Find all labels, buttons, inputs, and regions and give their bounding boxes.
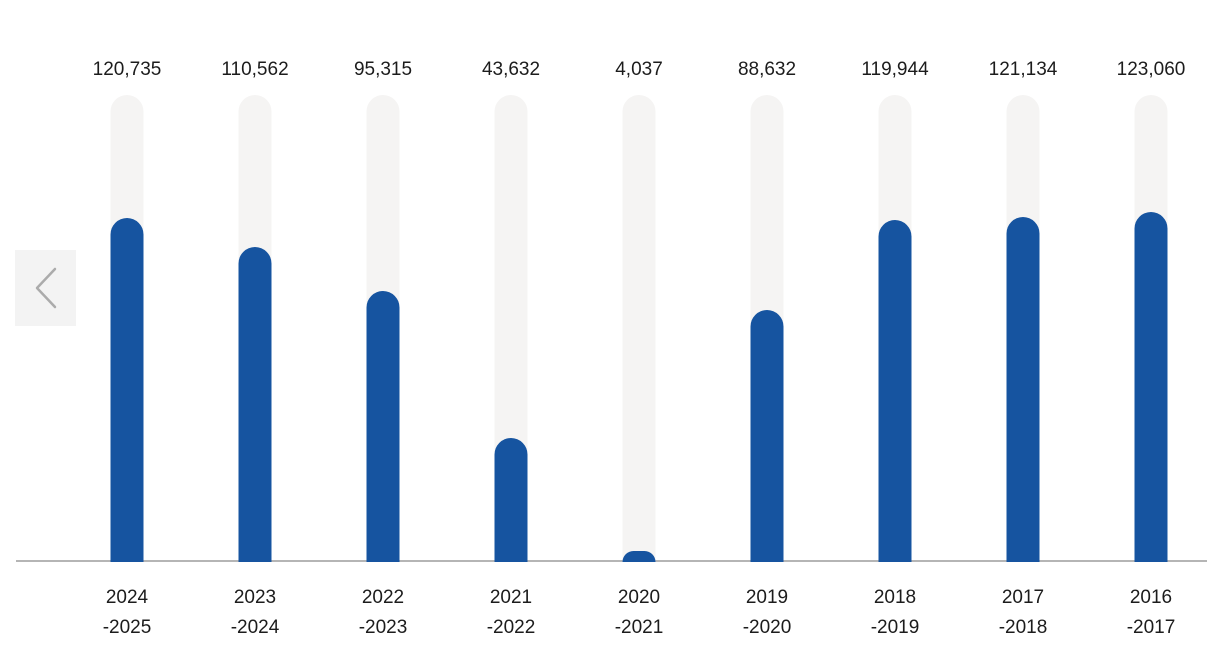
x-axis-label: 2016 -2017 bbox=[1077, 583, 1207, 643]
x-axis-baseline bbox=[16, 560, 1207, 562]
bar-track bbox=[1134, 95, 1168, 562]
bar-track bbox=[110, 95, 144, 562]
bar-column: 123,060 2016 -2017 bbox=[1087, 0, 1207, 655]
bar-value-label: 88,632 bbox=[737, 59, 797, 80]
bar-fill bbox=[878, 220, 912, 562]
bar-fill bbox=[238, 247, 272, 562]
bar-column: 88,632 2019 -2020 bbox=[703, 0, 831, 655]
bar-column: 4,037 2020 -2021 bbox=[575, 0, 703, 655]
bar-fill bbox=[1134, 211, 1168, 562]
x-label-line1: 2024 bbox=[105, 587, 149, 608]
bar-track bbox=[238, 95, 272, 562]
x-axis-label: 2017 -2018 bbox=[949, 583, 1097, 643]
x-label-line2: -2025 bbox=[102, 617, 152, 638]
x-label-line1: 2023 bbox=[233, 587, 277, 608]
bar-value-label: 43,632 bbox=[481, 59, 541, 80]
bar-value-label: 123,060 bbox=[1116, 59, 1186, 80]
x-label-line2: -2022 bbox=[486, 617, 536, 638]
bar-value-label: 119,944 bbox=[861, 59, 929, 80]
bar-column: 95,315 2022 -2023 bbox=[319, 0, 447, 655]
x-axis-label: 2018 -2019 bbox=[821, 583, 969, 643]
x-axis-label: 2022 -2023 bbox=[309, 583, 457, 643]
bar-track bbox=[878, 95, 912, 562]
x-axis-label: 2024 -2025 bbox=[53, 583, 201, 643]
bar-fill bbox=[494, 437, 528, 562]
bar-fill bbox=[622, 550, 656, 562]
bar-track bbox=[366, 95, 400, 562]
bar-columns: 120,735 2024 -2025 110,562 2023 -2024 95… bbox=[63, 0, 1207, 655]
bar-column: 120,735 2024 -2025 bbox=[63, 0, 191, 655]
x-label-line1: 2021 bbox=[489, 587, 533, 608]
bar-fill bbox=[366, 290, 400, 562]
carousel-prev-button[interactable] bbox=[15, 250, 76, 326]
x-axis-label: 2023 -2024 bbox=[181, 583, 329, 643]
bar-value-label: 95,315 bbox=[353, 59, 413, 80]
bar-column: 121,134 2017 -2018 bbox=[959, 0, 1087, 655]
x-label-line1: 2020 bbox=[617, 587, 661, 608]
x-label-line1: 2016 bbox=[1129, 587, 1173, 608]
x-label-line2: -2020 bbox=[742, 617, 792, 638]
bar-column: 119,944 2018 -2019 bbox=[831, 0, 959, 655]
bar-value-label: 110,562 bbox=[221, 59, 289, 80]
bar-column: 110,562 2023 -2024 bbox=[191, 0, 319, 655]
bar-value-label: 4,037 bbox=[615, 59, 663, 80]
bar-track bbox=[622, 95, 656, 562]
bar-value-label: 120,735 bbox=[92, 59, 162, 80]
x-axis-label: 2021 -2022 bbox=[437, 583, 585, 643]
x-axis-label: 2019 -2020 bbox=[693, 583, 841, 643]
bar-fill bbox=[750, 309, 784, 562]
bar-value-label: 121,134 bbox=[988, 59, 1058, 80]
x-label-line1: 2017 bbox=[1001, 587, 1045, 608]
x-label-line2: -2017 bbox=[1126, 617, 1176, 638]
x-label-line2: -2024 bbox=[230, 617, 280, 638]
x-label-line2: -2019 bbox=[870, 617, 920, 638]
x-label-line2: -2018 bbox=[998, 617, 1048, 638]
x-label-line1: 2019 bbox=[745, 587, 789, 608]
x-label-line1: 2018 bbox=[873, 587, 917, 608]
bar-track bbox=[1006, 95, 1040, 562]
bar-fill bbox=[1006, 217, 1040, 562]
bar-column: 43,632 2021 -2022 bbox=[447, 0, 575, 655]
chevron-left-icon bbox=[32, 265, 60, 311]
x-label-line2: -2021 bbox=[614, 617, 664, 638]
bar-fill bbox=[110, 218, 144, 562]
x-axis-label: 2020 -2021 bbox=[565, 583, 713, 643]
bar-track bbox=[494, 95, 528, 562]
x-label-line1: 2022 bbox=[361, 587, 405, 608]
bar-track bbox=[750, 95, 784, 562]
x-label-line2: -2023 bbox=[358, 617, 408, 638]
